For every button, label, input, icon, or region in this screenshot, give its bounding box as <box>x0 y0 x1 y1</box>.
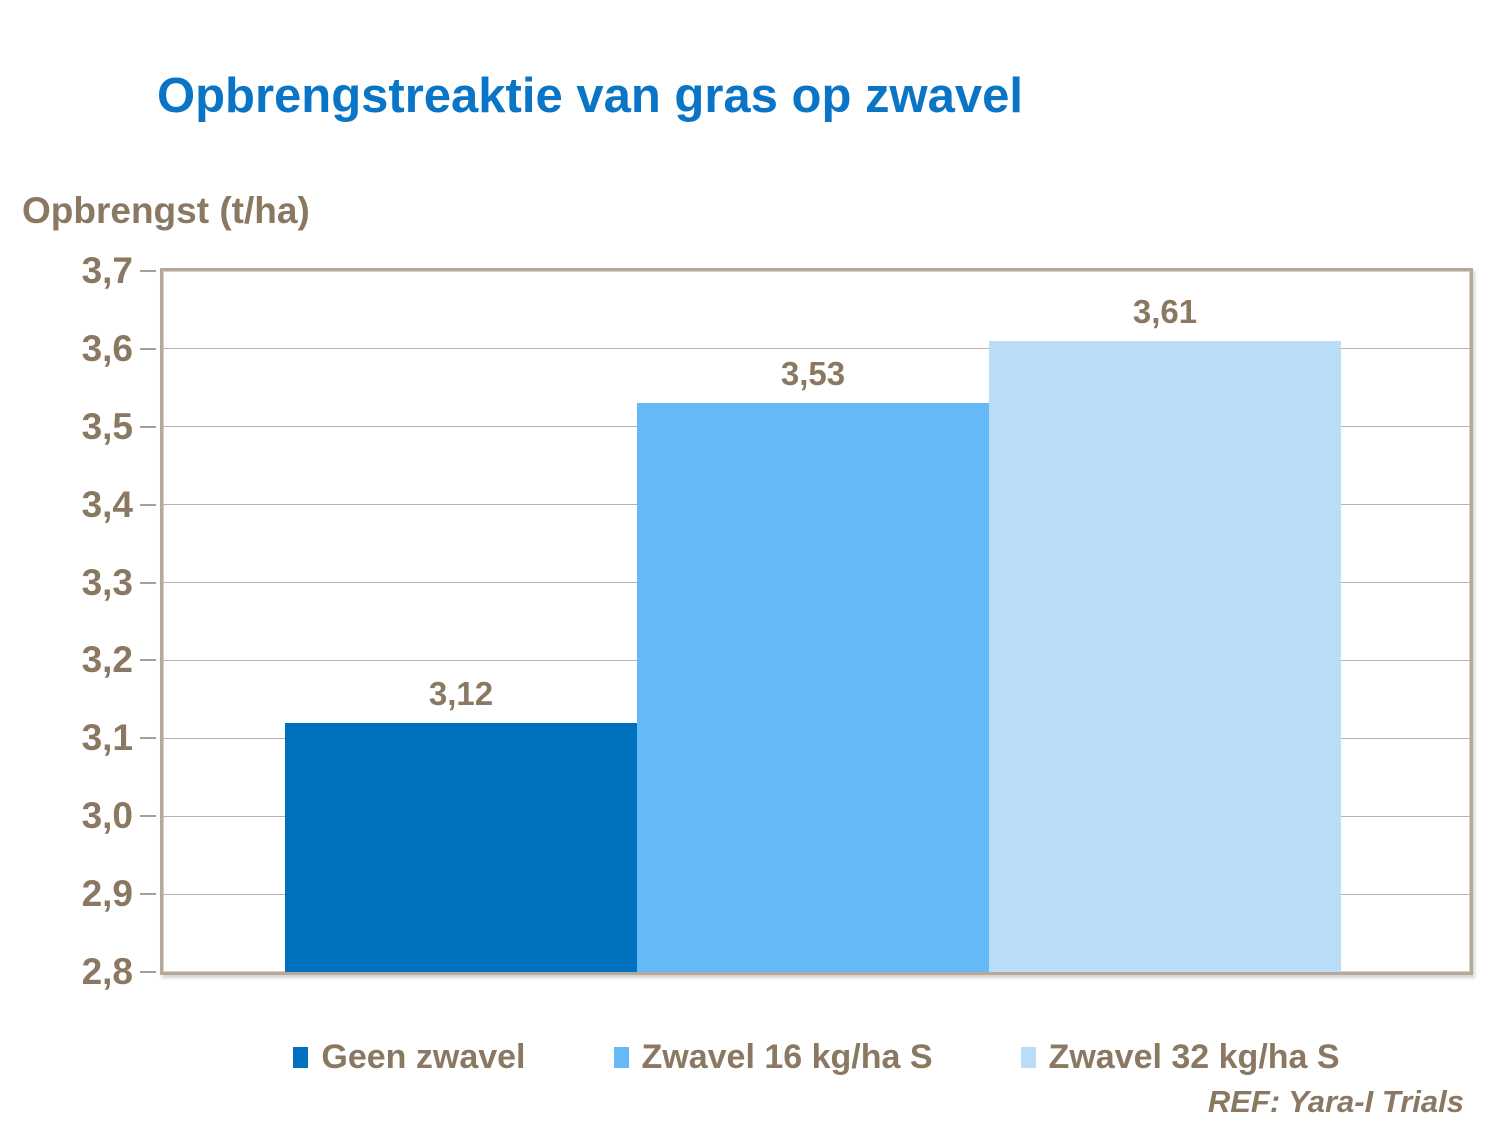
legend-item: Geen zwavel <box>293 1037 526 1077</box>
legend: Geen zwavel Zwavel 16 kg/ha S Zwavel 32 kg… <box>160 1030 1473 1084</box>
gridline <box>163 348 1470 350</box>
y-axis-tick-label: 2,9 <box>81 873 133 914</box>
bar-1 <box>285 723 637 972</box>
y-axis-tick <box>140 737 156 739</box>
y-axis-tick-label: 3,7 <box>81 250 133 291</box>
legend-label: Zwavel 32 kg/ha S <box>1048 1037 1340 1076</box>
y-axis-tick <box>140 348 156 350</box>
bar-value-label: 3,53 <box>780 355 846 392</box>
bar-value-label: 3,61 <box>1132 293 1198 330</box>
bar-3 <box>989 341 1341 972</box>
legend-label: Zwavel 16 kg/ha S <box>641 1037 933 1076</box>
legend-swatch <box>1020 1046 1036 1068</box>
y-axis-title: Opbrengst (t/ha) <box>22 190 310 231</box>
legend-item: Zwavel 32 kg/ha S <box>1020 1037 1340 1077</box>
y-axis-tick <box>140 893 156 895</box>
bar-2 <box>637 403 989 972</box>
page-title: Opbrengstreaktie van gras op zwavel <box>157 69 1023 123</box>
bar-value-label: 3,12 <box>428 675 494 712</box>
legend-item: Zwavel 16 kg/ha S <box>613 1037 933 1077</box>
reference-note: REF: Yara-I Trials <box>1207 1084 1464 1119</box>
y-axis-tick-label: 3,1 <box>81 717 133 758</box>
y-axis-tick-label: 3,4 <box>81 484 133 525</box>
y-axis-tick <box>140 815 156 817</box>
y-axis-tick-label: 3,2 <box>81 639 133 680</box>
y-axis-tick <box>140 270 156 272</box>
y-axis-tick <box>140 582 156 584</box>
y-axis-tick <box>140 504 156 506</box>
y-axis-tick <box>140 426 156 428</box>
y-axis-tick-label: 2,8 <box>81 951 133 992</box>
y-axis-tick-label: 3,6 <box>81 328 133 369</box>
legend-swatch <box>293 1046 309 1068</box>
y-axis-tick <box>140 971 156 973</box>
y-axis-tick-label: 3,0 <box>81 795 133 836</box>
y-axis-tick-label: 3,5 <box>81 406 133 447</box>
legend-swatch <box>613 1046 629 1068</box>
y-axis-tick <box>140 659 156 661</box>
plot-area: 3,12 3,53 3,61 <box>160 268 1473 975</box>
legend-label: Geen zwavel <box>321 1037 526 1076</box>
y-axis-tick-label: 3,3 <box>81 562 133 603</box>
